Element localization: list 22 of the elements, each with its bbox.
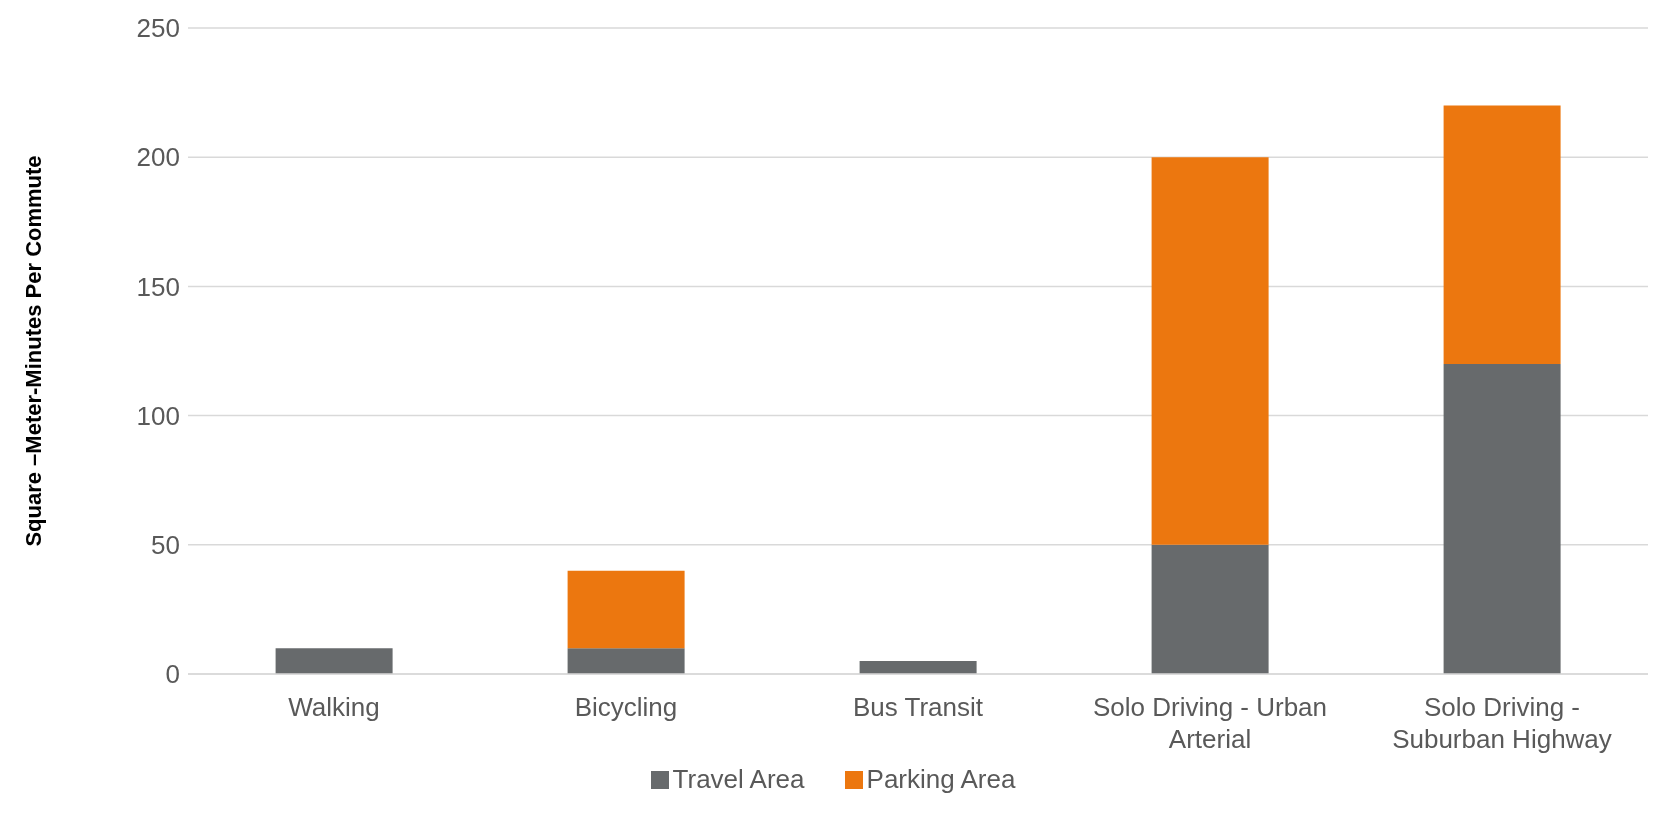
bar — [567, 648, 685, 674]
y-axis-title: Square –Meter-Minutes Per Commute — [20, 155, 46, 547]
y-tick-label: 0 — [165, 659, 180, 690]
y-tick-label: 150 — [136, 271, 180, 302]
x-tick-label: Walking — [288, 692, 380, 722]
bar — [1151, 157, 1269, 545]
legend-label: Parking Area — [865, 764, 1016, 795]
x-tick-label: Bus Transit — [852, 692, 984, 722]
x-tick-label: Bicycling — [574, 692, 678, 722]
bar — [1443, 363, 1561, 674]
y-tick-label: 200 — [136, 142, 180, 173]
y-tick-label: 100 — [136, 400, 180, 431]
y-tick-label: 50 — [151, 530, 180, 561]
x-tick-label: Solo Driving - Urban Arterial — [1092, 692, 1328, 754]
bar — [1151, 544, 1269, 674]
y-tick-label: 250 — [136, 13, 180, 44]
legend-label: Travel Area — [671, 764, 805, 795]
bar — [859, 661, 977, 674]
x-tick-label: Solo Driving - Suburban Highway — [1392, 692, 1612, 754]
bar — [567, 570, 685, 649]
bar — [1443, 105, 1561, 364]
bar — [275, 648, 393, 674]
